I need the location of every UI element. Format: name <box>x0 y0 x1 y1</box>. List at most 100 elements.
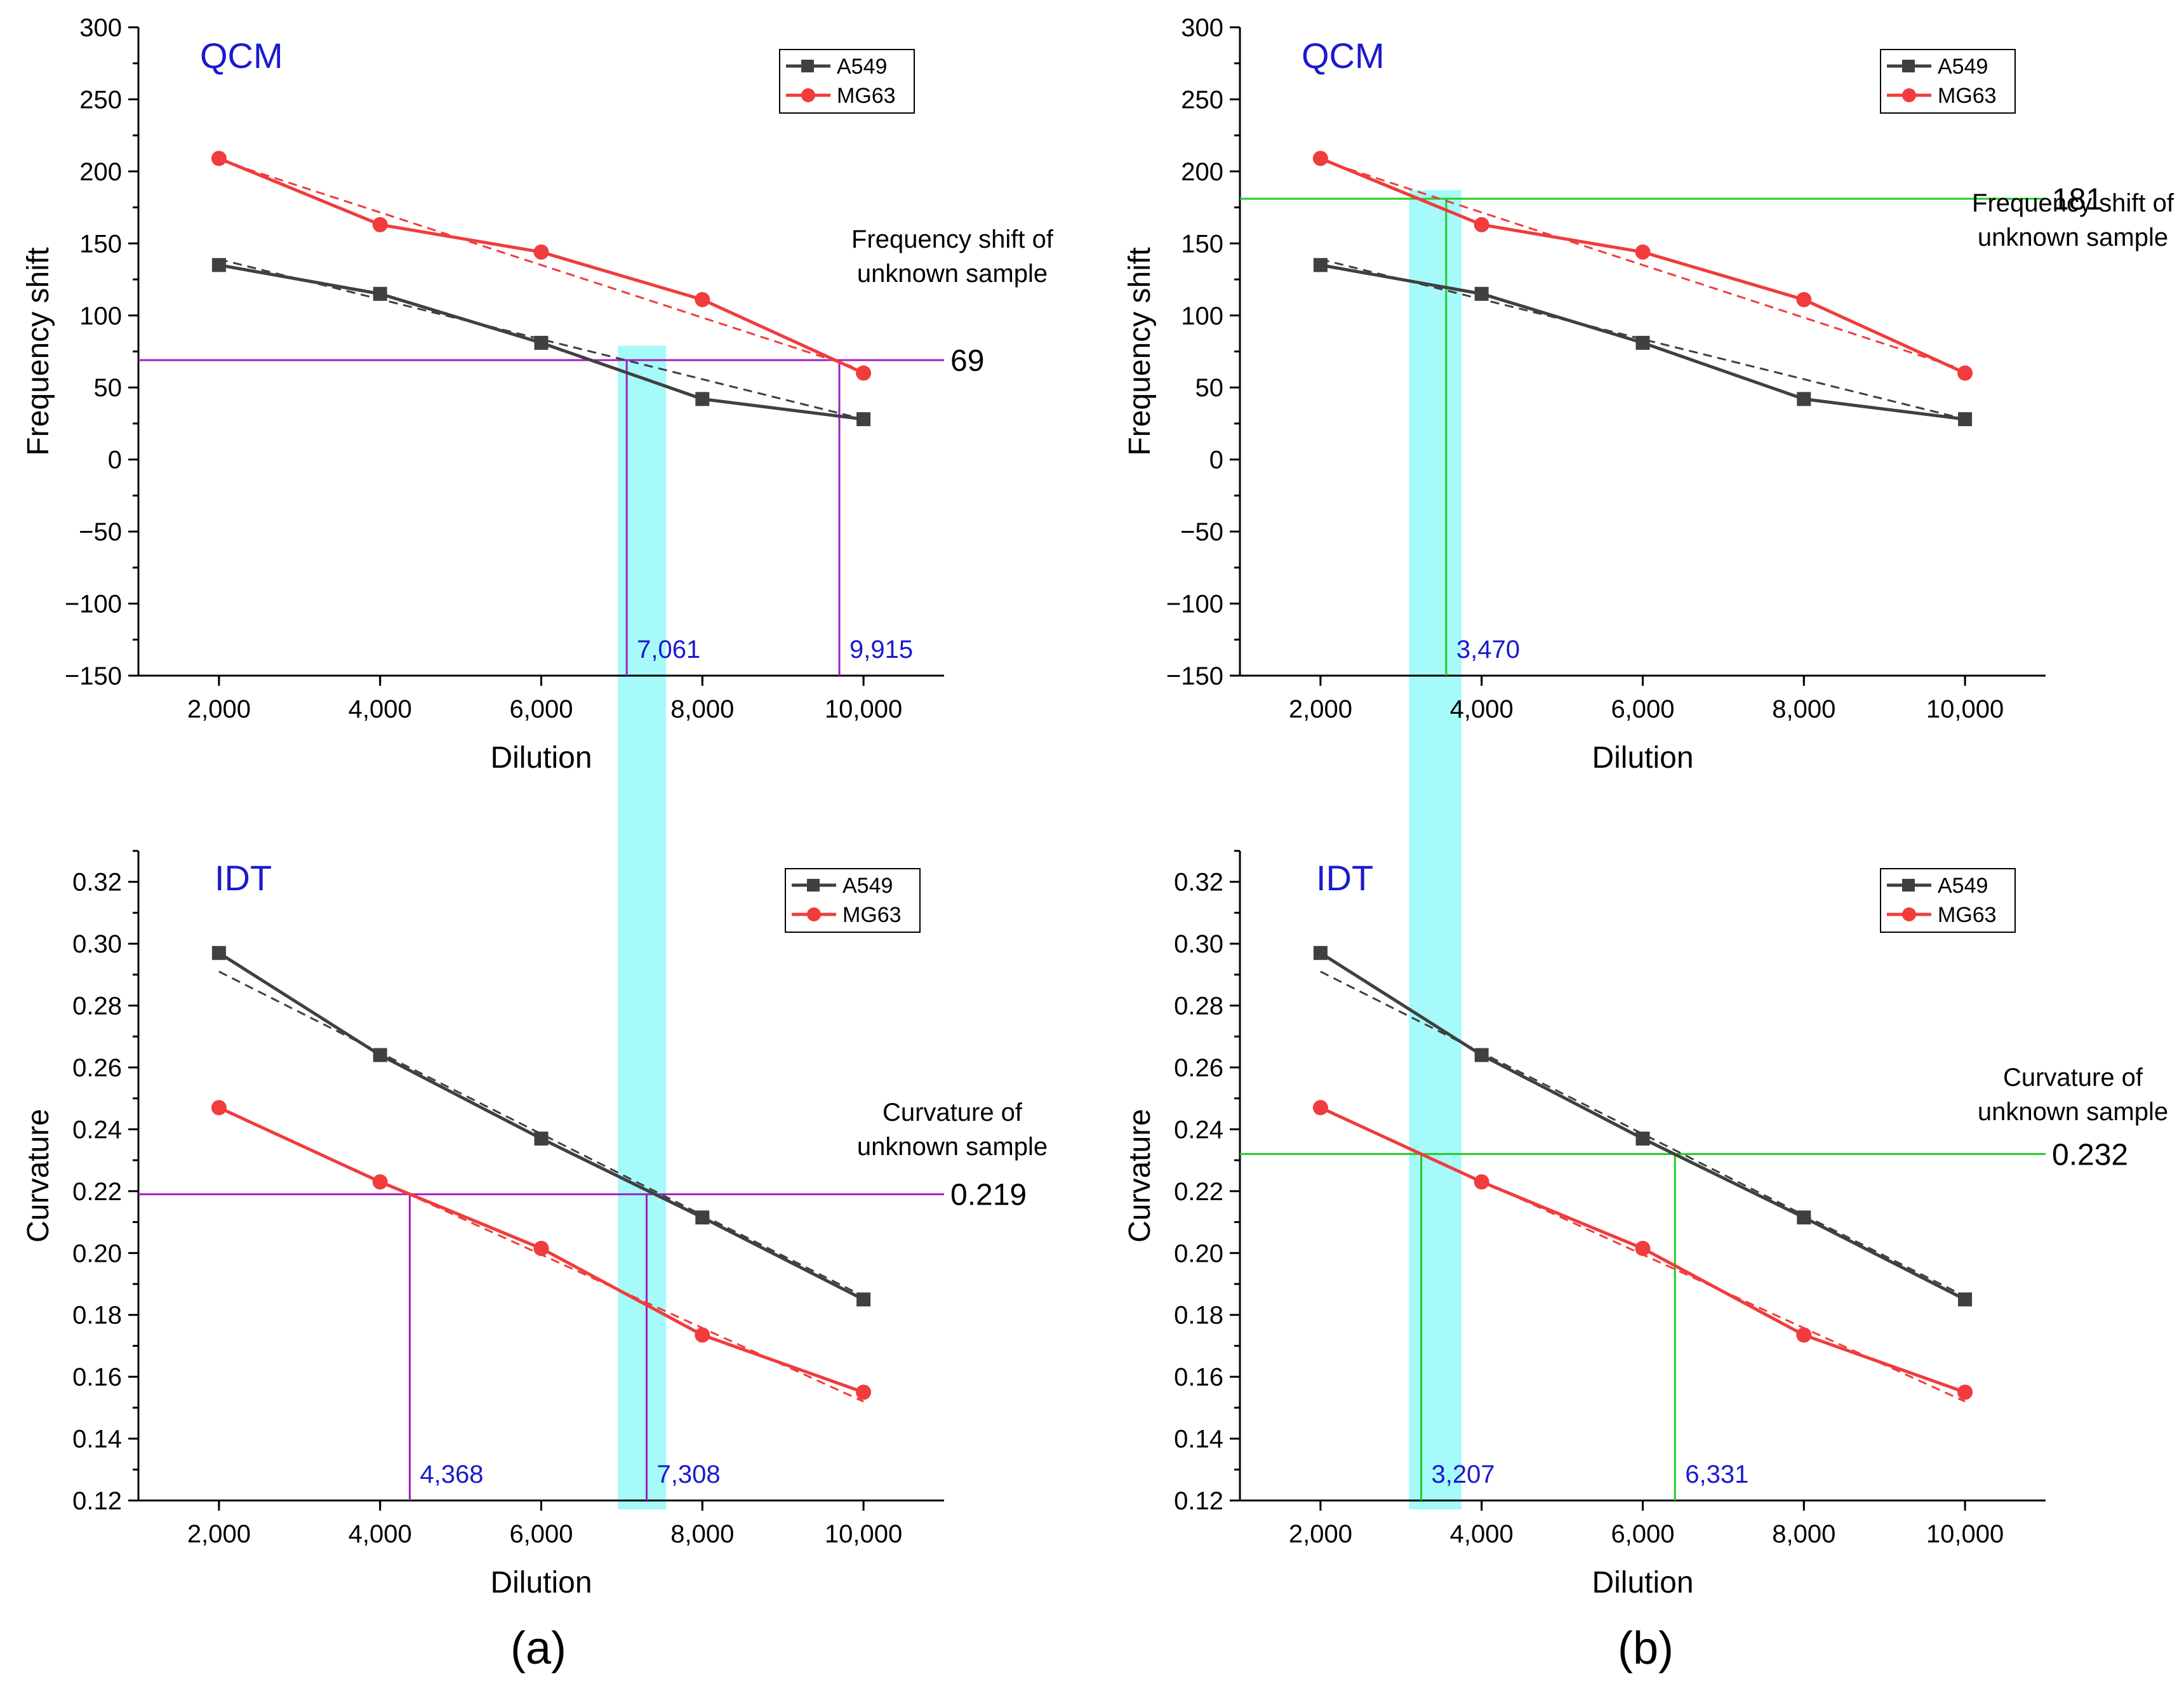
idt-b-x-tick-label: 6,000 <box>1611 1520 1674 1548</box>
idt-a-y-tick-label: 0.16 <box>72 1363 122 1391</box>
qcm-b-legend-swatch-marker <box>1902 60 1915 72</box>
qcm-a-intersection-label: 7,061 <box>637 636 700 664</box>
qcm-b-y-tick-label: 0 <box>1209 446 1223 474</box>
qcm-b-series-a549-fit-line <box>1320 258 1966 420</box>
qcm-a-x-tick-label: 8,000 <box>670 695 734 723</box>
qcm-b-annotation-line: unknown sample <box>1978 224 2168 251</box>
idt-a-chart: 0.12 0.14 0.16 0.18 0.20 0.22 0.24 0.26 0.28 0.30… <box>22 850 1048 1600</box>
idt-a-y-tick-label: 0.26 <box>72 1054 122 1082</box>
idt-b-series-a549-point <box>1797 1210 1811 1225</box>
qcm-b-y-tick-label: 300 <box>1181 14 1223 42</box>
idt-b-y-tick-label: 0.28 <box>1174 993 1223 1020</box>
qcm-b-y-axis-title: Frequency shift <box>1123 247 1157 455</box>
idt-b-y-tick-label: 0.14 <box>1174 1426 1223 1454</box>
qcm-a-legend-swatch-marker <box>801 60 814 72</box>
charts: −150 −100 −50 0 50 100 150 200 250 300 2,000 4,000 6… <box>22 14 2174 1600</box>
idt-a-x-tick-label: 8,000 <box>670 1520 734 1548</box>
idt-b-series-a549-point <box>1635 1132 1650 1146</box>
qcm-a-x-tick-label: 6,000 <box>509 695 573 723</box>
qcm-b-series-mg63-fit-line <box>1320 159 1966 371</box>
qcm-a-series-mg63-point <box>533 244 549 260</box>
idt-b-legend: A549 MG63 <box>1880 868 2016 933</box>
qcm-a-series-a549-fit-line <box>218 258 864 420</box>
qcm-b-x-tick-label: 8,000 <box>1772 695 1835 723</box>
idt-b-y-axis-title: Curvature <box>1123 1109 1157 1243</box>
qcm-b-series-mg63-point <box>1474 217 1489 232</box>
idt-b-y-tick-label: 0.22 <box>1174 1178 1223 1206</box>
idt-a-series-mg63-point <box>372 1174 388 1190</box>
idt-a-x-tick-label: 6,000 <box>509 1520 573 1548</box>
idt-b-annotation-line: Curvature of <box>2003 1064 2143 1092</box>
qcm-a-x-tick-label: 4,000 <box>349 695 412 723</box>
idt-b-series-a549-fit-line <box>1320 970 1966 1297</box>
idt-a-series-mg63-point <box>533 1240 549 1256</box>
idt-a-title: IDT <box>215 858 272 898</box>
qcm-a-y-tick-label: −50 <box>79 518 122 546</box>
idt-b-intersection-label: 6,331 <box>1685 1460 1748 1488</box>
qcm-b-y-tick-label: 150 <box>1181 230 1223 258</box>
qcm-a-y-tick-label: 200 <box>79 158 122 186</box>
qcm-a-x-tick-label: 10,000 <box>825 695 902 723</box>
qcm-b-series-mg63-point <box>1312 150 1328 166</box>
idt-b-x-axis-title: Dilution <box>1592 1566 1693 1600</box>
qcm-a-series-a549-point <box>534 335 549 350</box>
qcm-b-y-tick-label: 50 <box>1195 374 1224 402</box>
idt-a-y-tick-label: 0.14 <box>72 1426 122 1454</box>
qcm-b-series-a549-point <box>1313 258 1328 272</box>
qcm-a-y-tick-label: 100 <box>79 302 122 330</box>
qcm-a-series-a549-point <box>695 392 710 406</box>
idt-b-series-mg63-point <box>1957 1384 1973 1400</box>
idt-a-legend-swatch-marker <box>807 879 820 892</box>
qcm-a-series-a549-point <box>373 286 387 301</box>
qcm-b-series-a549-point <box>1635 335 1650 350</box>
qcm-a-chart: −150 −100 −50 0 50 100 150 200 250 300 2,000 4,000 6… <box>22 14 1054 775</box>
idt-a-series-a549-point <box>856 1292 871 1307</box>
qcm-a-series-mg63-point <box>372 217 388 232</box>
idt-b-x-tick-label: 8,000 <box>1772 1520 1835 1548</box>
idt-a-y-tick-label: 0.12 <box>72 1487 122 1515</box>
qcm-a-series-a549-point <box>211 258 226 272</box>
idt-b-y-tick-label: 0.16 <box>1174 1363 1223 1391</box>
idt-a-x-tick-label: 10,000 <box>825 1520 902 1548</box>
qcm-a-x-tick-label: 2,000 <box>187 695 251 723</box>
idt-b-series-a549-point <box>1313 946 1328 960</box>
idt-b-series-a549-point <box>1958 1292 1973 1307</box>
highlight-band-b <box>1409 190 1462 1509</box>
qcm-b-x-tick-label: 4,000 <box>1450 695 1514 723</box>
panel-label-a: (a) <box>510 1623 566 1674</box>
qcm-a-series-mg63-point <box>695 291 710 307</box>
idt-b-x-tick-label: 10,000 <box>1926 1520 2004 1548</box>
qcm-b-series-a549-point <box>1958 412 1973 427</box>
qcm-a-legend-label: A549 <box>837 55 887 79</box>
qcm-b-reference-value-label: 181 <box>2052 183 2103 217</box>
idt-b-x-tick-label: 2,000 <box>1289 1520 1352 1548</box>
idt-b-y-tick-label: 0.20 <box>1174 1240 1223 1267</box>
qcm-a-y-tick-label: −100 <box>65 591 122 618</box>
qcm-b-series-mg63-point <box>1796 291 1812 307</box>
idt-b-intersection-label: 3,207 <box>1432 1460 1495 1488</box>
idt-b-legend-label: MG63 <box>1938 903 1997 927</box>
idt-b-legend-swatch-marker <box>1902 879 1915 892</box>
qcm-a-y-tick-label: 300 <box>79 14 122 42</box>
idt-a-series-a549-point <box>534 1132 549 1146</box>
idt-a-y-tick-label: 0.22 <box>72 1178 122 1206</box>
idt-a-series-a549-point <box>695 1210 710 1225</box>
qcm-b-x-axis-title: Dilution <box>1592 741 1693 775</box>
idt-b-legend-label: A549 <box>1938 874 1988 898</box>
idt-a-series-mg63-point <box>211 1100 227 1116</box>
idt-a-legend-label: A549 <box>842 874 893 898</box>
idt-b-series-a549-point <box>1474 1048 1489 1062</box>
qcm-b-legend-label: A549 <box>1938 55 1988 79</box>
qcm-a-series-mg63-point <box>856 365 872 381</box>
qcm-b-x-tick-label: 2,000 <box>1289 695 1352 723</box>
qcm-b-x-tick-label: 10,000 <box>1926 695 2004 723</box>
idt-a-intersection-label: 4,368 <box>420 1460 483 1488</box>
qcm-b-chart: −150 −100 −50 0 50 100 150 200 250 300 2,000 4,000 6… <box>1123 14 2174 775</box>
idt-a-y-tick-label: 0.32 <box>72 869 122 897</box>
qcm-b-intersection-label: 3,470 <box>1456 636 1520 664</box>
qcm-b-title: QCM <box>1302 36 1385 76</box>
idt-a-y-tick-label: 0.18 <box>72 1302 122 1330</box>
idt-a-series-a549-point <box>373 1048 387 1062</box>
